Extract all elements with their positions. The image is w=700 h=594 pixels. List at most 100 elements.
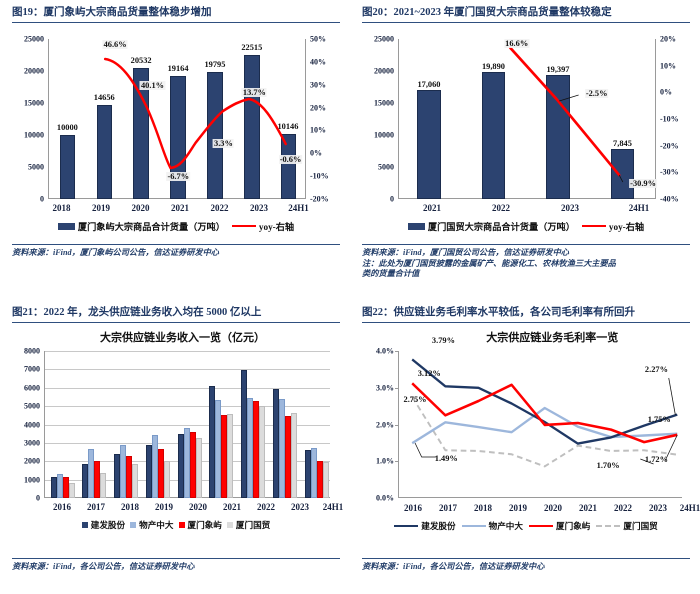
bar-guomao-2019: [163, 461, 170, 498]
y-right-tick: 10%: [310, 125, 326, 135]
panel-figure-21: 图21：2022 年，龙头供应链业务收入均在 5000 亿以上 大宗供应链业务收…: [0, 300, 350, 594]
legend-item-jianfa: 建发股份: [394, 520, 456, 532]
panel-figure-20: 图20：2021~2023 年厦门国贸大宗商品货量整体较稳定 25000 200…: [350, 0, 700, 300]
legend-label-line: yoy-右轴: [258, 222, 295, 232]
annot-1-72: 1.72%: [644, 455, 668, 464]
bar-xiangyu-2019: [157, 448, 164, 498]
y-left-tick: 25000: [24, 34, 44, 44]
leader-1-72: [664, 434, 678, 462]
x-label-2019: 2019: [155, 502, 173, 512]
x-label-2022: 2022: [257, 502, 275, 512]
bar-guomao-2018: [132, 464, 139, 498]
y-right-tick: 20%: [660, 34, 676, 44]
y-tick: 2000: [24, 456, 40, 466]
x-label-2020: 2020: [544, 503, 562, 513]
y-tick: 6000: [24, 383, 40, 393]
panel-20-source: 资料来源：iFind，厦门国贸公司公告，信达证券研发中心: [362, 248, 569, 257]
lines-22: [411, 358, 678, 468]
chart-22-title: 大宗供应链业务毛利率一览: [486, 332, 619, 344]
bar-wuchan-2023: [278, 398, 285, 498]
y-tick: 4000: [24, 420, 40, 429]
bar-wuchan-2016: [56, 473, 63, 498]
line-guomao: [411, 396, 678, 468]
bar-2022: [207, 72, 223, 199]
x-label-2017: 2017: [87, 502, 105, 512]
y-tick: 3000: [24, 438, 40, 448]
chart-21-title: 大宗供应链业务收入一览（亿元）: [100, 332, 266, 344]
legend-label-line: yoy-右轴: [608, 222, 645, 232]
y-left-tick: 15000: [24, 98, 44, 108]
red-line-swatch-icon: [581, 225, 606, 227]
y-right-tick: 20%: [310, 103, 326, 113]
x-label-2023: 2023: [561, 203, 579, 213]
y-axis-right-line: [305, 39, 306, 199]
bar-label-2022: 19,890: [481, 62, 505, 71]
gridline: [44, 369, 330, 371]
bar-wuchan-2020: [183, 428, 190, 498]
leader-1-49: [414, 442, 436, 458]
panel-19-title-rule: [12, 22, 340, 23]
bar-label-2021: 19164: [167, 64, 189, 73]
y-right-tick: -10%: [310, 171, 329, 181]
y-tick-mark: [395, 424, 399, 426]
panel-19-title: 图19：厦门象屿大宗商品货量整体稳步增加: [12, 7, 212, 18]
legend-item-xiangyu: 厦门象屿: [529, 520, 590, 532]
bar-label-2020: 20532: [130, 56, 152, 65]
x-label-24h1: 24H1: [679, 503, 700, 513]
legend-label-wuchan: 物产中大: [488, 521, 523, 531]
annot-3-12: 3.12%: [417, 369, 441, 378]
navy-line-swatch-icon: [394, 525, 419, 527]
x-label-2019: 2019: [509, 503, 527, 513]
bar-wuchan-2021: [215, 400, 222, 498]
legend-label-guomao: 厦门国贸: [235, 520, 271, 530]
legend-label-jianfa: 建发股份: [421, 521, 456, 531]
y-right-tick: 30%: [310, 80, 326, 90]
bar-label-2022: 19795: [204, 60, 226, 69]
y-right-tick: 50%: [310, 34, 326, 44]
gridline: [44, 387, 330, 389]
bar-wuchan-2022: [247, 398, 254, 498]
navy-bar-swatch-icon: [57, 222, 75, 230]
chart-20: 25000 20000 15000 10000 5000 0 20% 10% 0…: [362, 29, 690, 234]
bar-guomao-2021: [227, 414, 234, 498]
bar-label-2021: 17,060: [417, 80, 441, 89]
chart-19: 25000 20000 15000 10000 5000 0 50% 40% 3…: [12, 29, 340, 234]
yoy-label-46-6: 46.6%: [102, 40, 128, 49]
y-left-tick: 0: [390, 194, 394, 204]
bar-label-2018: 10000: [56, 123, 78, 132]
x-label-2016: 2016: [53, 502, 71, 512]
y-tick-mark: [395, 461, 399, 463]
yoy-label--2-5: -2.5%: [584, 89, 609, 98]
bar-xiangyu-2022: [253, 401, 260, 498]
legend-label-guomao: 厦门国贸: [623, 521, 658, 531]
y-tick: 5000: [24, 401, 40, 411]
y-left-tick: 10000: [24, 130, 44, 140]
y-left-tick: 20000: [374, 66, 394, 76]
legend-item-line: yoy-右轴: [231, 219, 295, 233]
line-wuchan: [411, 406, 678, 445]
panel-21-title: 图21：2022 年，龙头供应链业务收入均在 5000 亿以上: [12, 307, 262, 318]
panel-20-note-line2: 类的货量合计值: [362, 269, 420, 278]
y-right-tick: -40%: [660, 194, 679, 204]
bar-guomao-2020: [195, 437, 202, 498]
x-label-2023: 2023: [291, 502, 309, 512]
annot-2-75: 2.75%: [403, 395, 427, 404]
legend-label-wuchan: 物产中大: [139, 520, 174, 530]
y-left-tick: 15000: [374, 98, 394, 108]
x-label-2023: 2023: [250, 203, 268, 213]
y-tick: 2.0%: [376, 420, 394, 429]
bar-24h1: [610, 148, 635, 199]
panel-21-source: 资料来源：iFind，各公司公告，信达证券研发中心: [12, 562, 195, 571]
bar-jianfa-24h1: [304, 449, 311, 498]
legend-item-bar: 厦门国贸大宗商品合计货量（万吨）: [407, 219, 575, 233]
x-label-24h1: 24H1: [322, 502, 344, 512]
x-axis-line: [398, 497, 682, 498]
y-left-tick: 5000: [378, 162, 394, 172]
plot-area-21: [44, 351, 330, 498]
panel-20-title-rule: [362, 22, 690, 23]
panel-19-source: 资料来源：iFind，厦门象屿公司公告，信达证券研发中心: [12, 248, 219, 257]
y-tick-mark: [395, 387, 399, 389]
gridline: [44, 351, 330, 352]
bar-wuchan-24h1: [310, 447, 317, 498]
bar-jianfa-2017: [82, 463, 89, 498]
